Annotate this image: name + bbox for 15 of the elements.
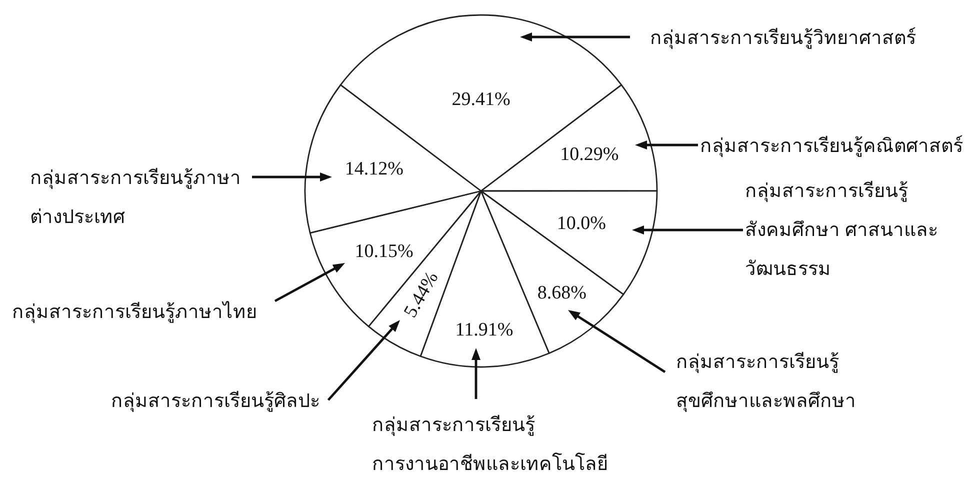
data-label: 14.12%: [344, 158, 404, 180]
data-label: 10.0%: [556, 213, 606, 234]
data-label: 8.68%: [537, 282, 587, 304]
slice-label: กลุ่มสาระการเรียนรู้ศิลปะ: [111, 390, 320, 413]
slice-label: กลุ่มสาระการเรียนรู้ การงานอาชีพและเทคโนโลยี: [372, 414, 608, 475]
slice-label: กลุ่มสาระการเรียนรู้ภาษา ต่างประเทศ: [30, 167, 241, 228]
data-label: 29.41%: [452, 88, 510, 110]
slice-label: กลุ่มสาระการเรียนรู้คณิตศาสตร์: [700, 135, 963, 158]
data-label: 11.91%: [455, 320, 514, 340]
slice-label: กลุ่มสาระการเรียนรู้ สุขศึกษาและพลศึกษา: [676, 351, 856, 413]
data-label: 10.29%: [560, 144, 619, 166]
slice-label: กลุ่มสาระการเรียนรู้ สังคมศึกษา ศาสนาและ วัฒนธรรม: [745, 180, 938, 280]
slice-label: กลุ่มสาระการเรียนรู้วิทยาศาสตร์: [650, 27, 916, 50]
slice-label: กลุ่มสาระการเรียนรู้ภาษาไทย: [12, 301, 257, 324]
data-label: 10.15%: [354, 241, 414, 262]
